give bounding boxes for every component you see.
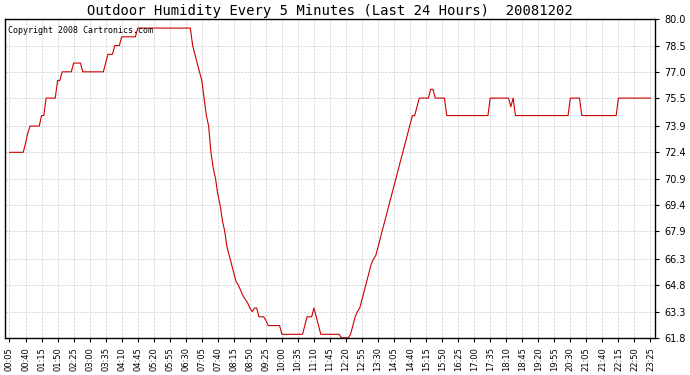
Text: Copyright 2008 Cartronics.com: Copyright 2008 Cartronics.com bbox=[8, 26, 153, 35]
Title: Outdoor Humidity Every 5 Minutes (Last 24 Hours)  20081202: Outdoor Humidity Every 5 Minutes (Last 2… bbox=[87, 4, 573, 18]
